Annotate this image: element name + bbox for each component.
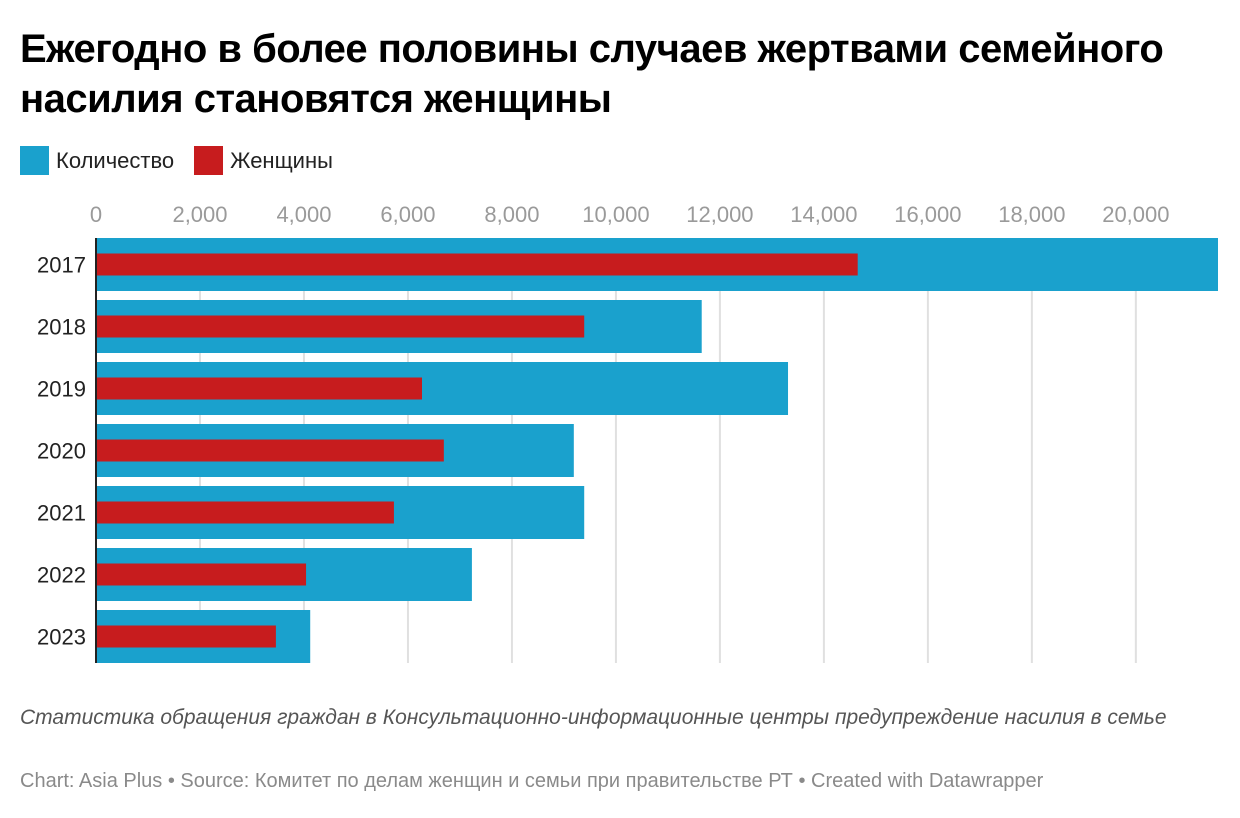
x-tick-label: 4,000 — [276, 202, 331, 227]
legend-item-women: Женщины — [194, 146, 333, 175]
bar-women-2023 — [96, 625, 276, 648]
x-tick-label: 0 — [90, 202, 102, 227]
chart-title: Ежегодно в более половины случаев жертва… — [20, 27, 1164, 121]
x-tick-label: 18,000 — [998, 202, 1065, 227]
y-category-label: 2020 — [37, 439, 86, 464]
bar-women-2018 — [96, 315, 585, 338]
legend-item-total: Количество — [20, 146, 174, 175]
bar-women-2020 — [96, 439, 444, 462]
legend-label-women: Женщины — [230, 147, 333, 173]
x-tick-label: 20,000 — [1102, 202, 1169, 227]
y-category-label: 2019 — [37, 377, 86, 402]
legend-label-total: Количество — [56, 147, 175, 173]
legend-swatch-total — [20, 146, 49, 175]
x-tick-label: 12,000 — [686, 202, 753, 227]
legend: Количество Женщины — [20, 146, 353, 175]
x-tick-label: 16,000 — [894, 202, 961, 227]
bar-women-2021 — [96, 501, 394, 524]
x-tick-label: 14,000 — [790, 202, 857, 227]
y-category-label: 2021 — [37, 501, 86, 526]
chart-note: Статистика обращения граждан в Консульта… — [20, 706, 1167, 729]
y-category-label: 2017 — [37, 253, 86, 278]
x-tick-label: 2,000 — [172, 202, 227, 227]
x-tick-label: 10,000 — [582, 202, 649, 227]
y-category-label: 2023 — [37, 625, 86, 650]
legend-swatch-women — [194, 146, 224, 175]
bar-chart: 0 2,000 4,000 6,000 8,000 10,000 12,000 14,000 1… — [37, 202, 1218, 663]
bar-women-2017 — [96, 253, 858, 276]
y-category-label: 2022 — [37, 563, 86, 588]
x-tick-label: 6,000 — [380, 202, 435, 227]
x-tick-label: 8,000 — [484, 202, 539, 227]
bar-women-2022 — [96, 563, 307, 586]
y-category-label: 2018 — [37, 315, 86, 340]
chart-credit: Chart: Asia Plus • Source: Комитет по де… — [20, 770, 1044, 792]
bar-women-2019 — [96, 377, 422, 400]
